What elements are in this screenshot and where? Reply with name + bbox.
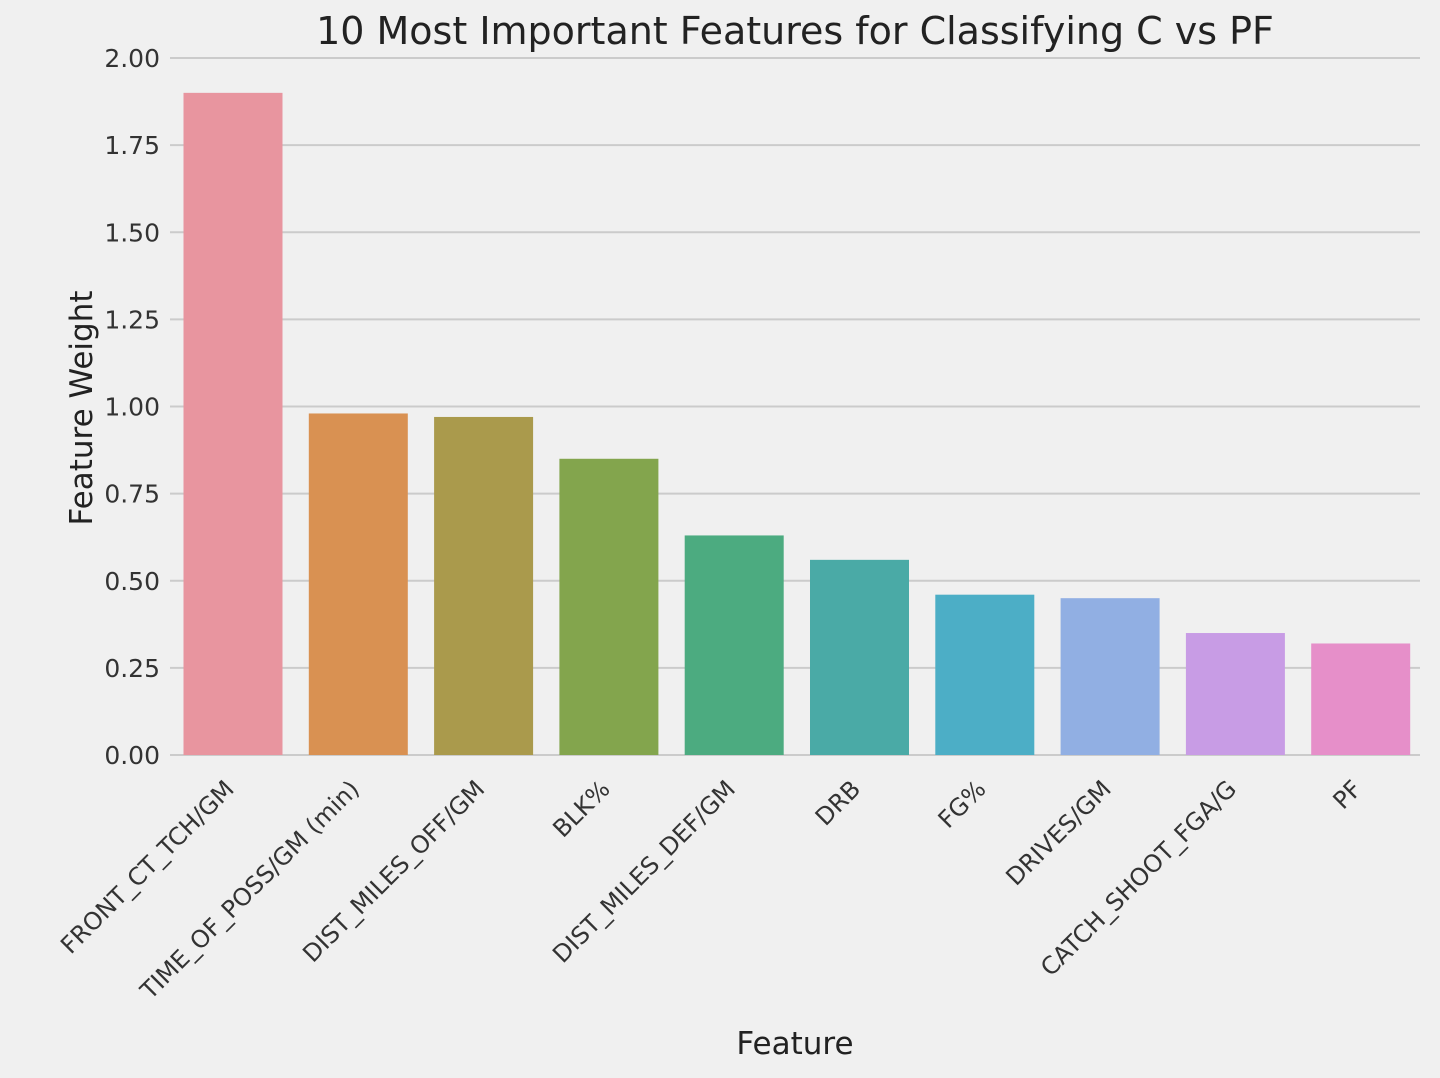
- bar: [1185, 633, 1285, 755]
- bar: [183, 92, 283, 756]
- y-tick-label: 1.75: [104, 131, 160, 160]
- y-tick-label: 1.00: [104, 393, 160, 422]
- chart-title: 10 Most Important Features for Classifyi…: [316, 9, 1274, 53]
- x-tick-label: BLK%: [547, 775, 615, 843]
- x-axis-label: Feature: [736, 1026, 853, 1062]
- y-tick-label: 1.25: [104, 305, 160, 334]
- y-axis-label: Feature Weight: [64, 291, 100, 526]
- bar: [1311, 643, 1411, 755]
- x-tick-label: TIME_OF_POSS/GM (min): [134, 775, 365, 1006]
- bar: [559, 458, 659, 755]
- y-tick-label: 0.25: [104, 654, 160, 683]
- y-tick-label: 1.50: [104, 218, 160, 247]
- x-tick-label: DRIVES/GM: [1000, 775, 1116, 891]
- bar: [684, 535, 784, 755]
- y-tick-label: 0.75: [104, 480, 160, 509]
- bar: [1060, 598, 1160, 755]
- bar-layer: [183, 92, 1411, 756]
- x-tick-label: PF: [1328, 775, 1368, 815]
- bar: [810, 559, 909, 755]
- bar: [935, 594, 1035, 755]
- bar: [308, 413, 408, 755]
- y-tick-label: 0.00: [104, 741, 160, 770]
- y-tick-labels: 0.00 0.25 0.50 0.75 1.00 1.25 1.50 1.75 2.00: [104, 44, 160, 770]
- x-tick-label: DRB: [810, 775, 866, 831]
- bar: [434, 416, 534, 755]
- y-tick-label: 2.00: [104, 44, 160, 73]
- x-tick-label: FG%: [933, 775, 992, 834]
- y-tick-label: 0.50: [104, 567, 160, 596]
